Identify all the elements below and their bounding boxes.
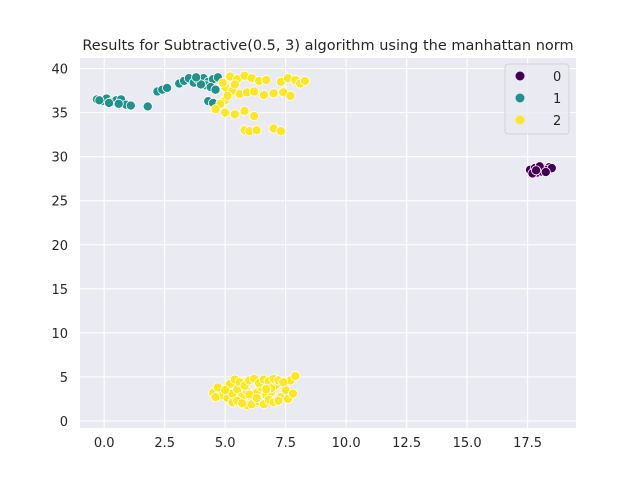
data-point bbox=[300, 75, 311, 86]
data-point bbox=[191, 72, 202, 83]
plot-area bbox=[80, 58, 576, 428]
data-point bbox=[249, 86, 260, 97]
legend-label-1: 1 bbox=[553, 92, 561, 107]
y-tick-label: 5 bbox=[60, 371, 68, 386]
data-point bbox=[220, 385, 231, 396]
data-point bbox=[142, 101, 153, 112]
data-point bbox=[251, 125, 262, 136]
data-point bbox=[275, 126, 286, 137]
data-point bbox=[251, 393, 262, 404]
legend-marker-0 bbox=[515, 71, 525, 81]
legend-label-0: 0 bbox=[553, 70, 561, 85]
data-point bbox=[125, 100, 136, 111]
y-tick-label: 25 bbox=[51, 195, 68, 210]
data-point bbox=[222, 90, 233, 101]
x-tick-label: 17.5 bbox=[513, 436, 542, 451]
data-point bbox=[261, 75, 272, 86]
y-tick-label: 0 bbox=[60, 415, 68, 430]
data-point bbox=[113, 98, 124, 109]
legend: 0 1 2 bbox=[504, 63, 570, 135]
data-point bbox=[229, 79, 240, 90]
chart-title: Results for Subtractive(0.5, 3) algorith… bbox=[82, 38, 573, 54]
y-tick-label: 10 bbox=[51, 327, 68, 342]
data-point bbox=[217, 77, 228, 88]
data-point bbox=[210, 84, 221, 95]
data-point bbox=[261, 384, 272, 395]
y-tick-label: 30 bbox=[51, 151, 68, 166]
legend-marker-1 bbox=[515, 93, 525, 103]
data-point bbox=[210, 392, 221, 403]
data-point bbox=[162, 82, 173, 93]
data-point bbox=[258, 90, 269, 101]
y-tick-label: 35 bbox=[51, 107, 68, 122]
legend-marker-2 bbox=[515, 115, 525, 125]
series-2 bbox=[208, 70, 311, 411]
data-point bbox=[104, 97, 115, 108]
data-point bbox=[531, 165, 542, 176]
x-tick-label: 15.0 bbox=[453, 436, 482, 451]
tick-labels: 0.0 2.5 5.0 7.5 10.0 12.5 15.0 17.5 0 5 10 15 20 25 30… bbox=[51, 63, 542, 451]
x-tick-label: 5.0 bbox=[215, 436, 236, 451]
series-1 bbox=[91, 72, 223, 112]
data-point bbox=[285, 90, 296, 101]
x-tick-label: 10.0 bbox=[332, 436, 361, 451]
data-point bbox=[94, 95, 105, 106]
data-point bbox=[278, 377, 289, 388]
x-tick-label: 0.0 bbox=[94, 436, 115, 451]
data-point bbox=[229, 109, 240, 120]
y-tick-label: 15 bbox=[51, 283, 68, 298]
data-point bbox=[290, 371, 301, 382]
data-point bbox=[287, 388, 298, 399]
data-point bbox=[540, 167, 551, 178]
data-point bbox=[210, 104, 221, 115]
x-tick-label: 7.5 bbox=[275, 436, 296, 451]
data-point bbox=[239, 105, 250, 116]
x-tick-label: 2.5 bbox=[154, 436, 175, 451]
y-tick-label: 20 bbox=[51, 239, 68, 254]
series-0 bbox=[525, 161, 557, 179]
data-point bbox=[220, 107, 231, 118]
scatter-points bbox=[91, 70, 557, 411]
x-tick-label: 12.5 bbox=[392, 436, 421, 451]
y-tick-label: 40 bbox=[51, 63, 68, 78]
data-point bbox=[195, 79, 206, 90]
legend-label-2: 2 bbox=[553, 114, 561, 129]
data-point bbox=[273, 395, 284, 406]
grid-lines bbox=[80, 58, 576, 428]
data-point bbox=[237, 398, 248, 409]
data-point bbox=[249, 111, 260, 122]
data-point bbox=[268, 88, 279, 99]
